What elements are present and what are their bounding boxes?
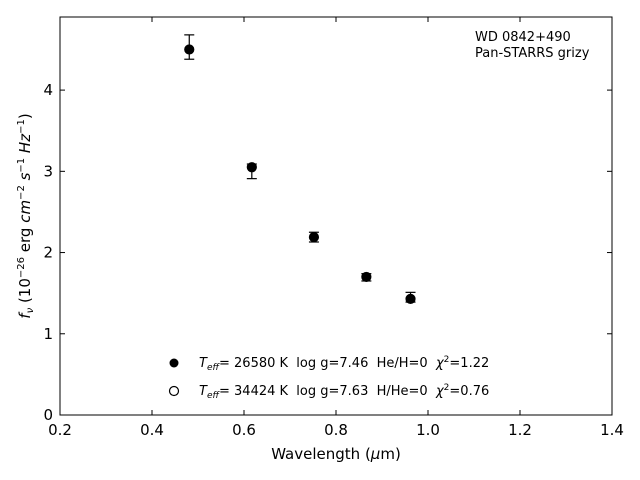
x-tick-label: 0.4 (140, 421, 164, 439)
model-point-filled (247, 162, 257, 172)
y-tick-label: 4 (43, 81, 53, 99)
annotation-survey-name: Pan-STARRS grizy (475, 46, 590, 61)
model-point-filled (184, 44, 194, 54)
plot-frame (59, 16, 613, 416)
x-tick-label: 1.2 (508, 421, 532, 439)
annotation-object-name: WD 0842+490 (475, 30, 571, 45)
x-tick-label: 1.4 (600, 421, 624, 439)
legend: Teff= 26580 K log g=7.46 He/H=0 χ2=1.22 … (168, 355, 489, 401)
x-tick-label: 1.0 (416, 421, 440, 439)
x-tick-label: 0.2 (48, 421, 72, 439)
y-axis-title: fν (10−26 erg cm−2 s−1 Hz−1) (16, 113, 36, 318)
legend-marker-filled (169, 358, 179, 368)
y-tick-label: 3 (43, 162, 53, 180)
y-tick-label: 2 (43, 244, 53, 262)
legend-marker-open (168, 385, 180, 397)
data-marks (184, 34, 416, 304)
y-axis: 0 1 2 3 4 (43, 81, 612, 424)
model-point-filled (309, 232, 319, 242)
x-tick-label: 0.6 (232, 421, 256, 439)
y-tick-label: 0 (43, 406, 53, 424)
y-tick-label: 1 (43, 325, 53, 343)
model-point-filled (406, 294, 416, 304)
model-point-filled (361, 272, 371, 282)
x-axis: 0.2 0.4 0.6 0.8 1.0 1.2 1.4 (48, 17, 624, 439)
legend-label-2: Teff= 34424 K log g=7.63 H/He=0 χ2=0.76 (199, 383, 489, 401)
x-axis-title: Wavelength (μm) (271, 445, 401, 463)
x-tick-label: 0.8 (324, 421, 348, 439)
legend-label-1: Teff= 26580 K log g=7.46 He/H=0 χ2=1.22 (199, 355, 489, 373)
